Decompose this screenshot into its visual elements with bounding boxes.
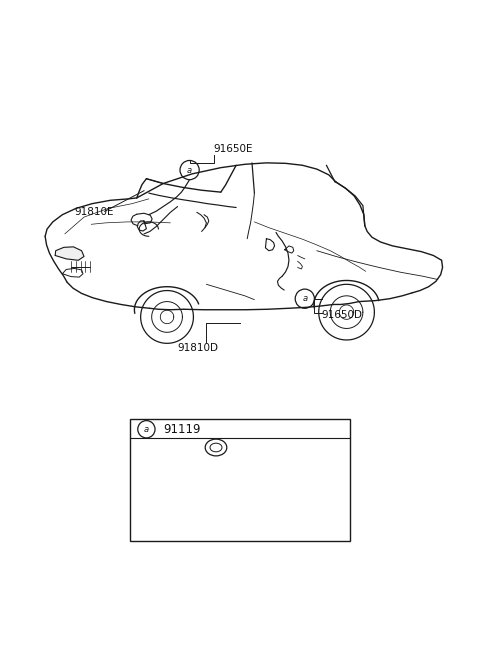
- Text: 91810E: 91810E: [74, 207, 114, 217]
- Polygon shape: [55, 247, 84, 260]
- Bar: [130, 419, 350, 541]
- Text: a: a: [187, 166, 192, 175]
- Text: 91810D: 91810D: [178, 343, 218, 353]
- Text: 91650D: 91650D: [322, 310, 362, 320]
- Text: a: a: [302, 294, 307, 303]
- Text: 91119: 91119: [163, 422, 201, 436]
- Text: 91650E: 91650E: [214, 143, 253, 154]
- Text: a: a: [144, 424, 149, 434]
